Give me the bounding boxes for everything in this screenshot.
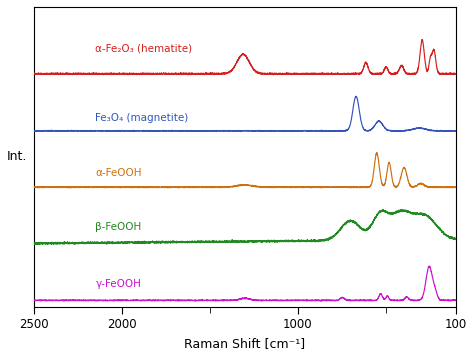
- Text: α-Fe₂O₃ (hematite): α-Fe₂O₃ (hematite): [95, 43, 192, 53]
- Text: Fe₃O₄ (magnetite): Fe₃O₄ (magnetite): [95, 113, 189, 123]
- Text: γ-FeOOH: γ-FeOOH: [95, 278, 141, 288]
- Y-axis label: Int.: Int.: [7, 150, 27, 163]
- Text: α-FeOOH: α-FeOOH: [95, 168, 142, 178]
- Text: β-FeOOH: β-FeOOH: [95, 222, 142, 232]
- X-axis label: Raman Shift [cm⁻¹]: Raman Shift [cm⁻¹]: [184, 337, 305, 350]
